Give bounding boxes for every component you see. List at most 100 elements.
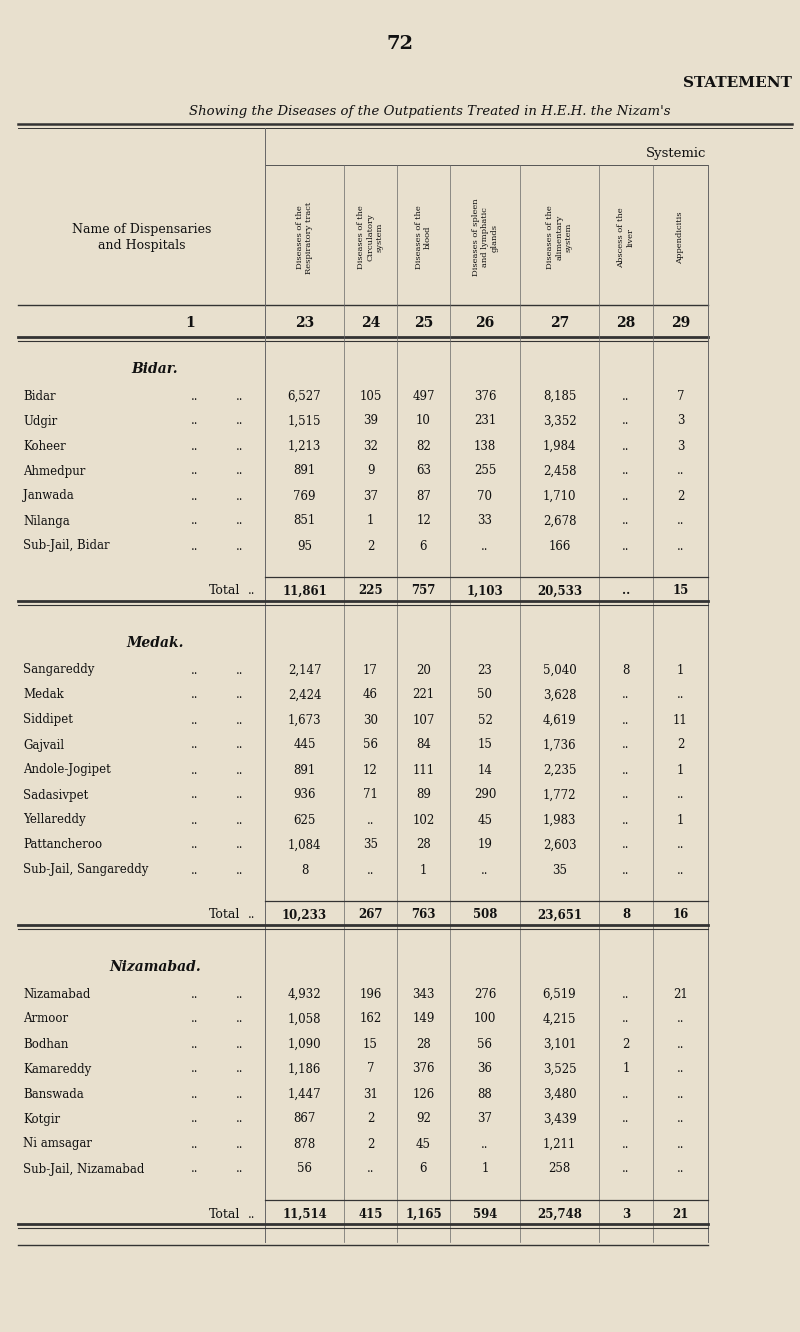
Text: 3: 3 bbox=[622, 1208, 630, 1220]
Text: Nilanga: Nilanga bbox=[23, 514, 70, 527]
Text: Total: Total bbox=[209, 1208, 240, 1220]
Text: ..: .. bbox=[677, 1012, 684, 1026]
Text: ..: .. bbox=[236, 1138, 244, 1151]
Text: 35: 35 bbox=[552, 863, 567, 876]
Text: ..: .. bbox=[191, 689, 198, 702]
Text: 28: 28 bbox=[416, 839, 431, 851]
Text: 111: 111 bbox=[413, 763, 434, 777]
Text: ..: .. bbox=[191, 789, 198, 802]
Text: ..: .. bbox=[622, 1012, 630, 1026]
Text: 100: 100 bbox=[474, 1012, 496, 1026]
Text: 50: 50 bbox=[478, 689, 493, 702]
Text: ..: .. bbox=[622, 389, 630, 402]
Text: ..: .. bbox=[248, 908, 256, 922]
Text: ..: .. bbox=[622, 763, 630, 777]
Text: 10: 10 bbox=[416, 414, 431, 428]
Text: ..: .. bbox=[236, 863, 244, 876]
Text: ..: .. bbox=[236, 738, 244, 751]
Text: ..: .. bbox=[236, 839, 244, 851]
Text: 149: 149 bbox=[412, 1012, 434, 1026]
Text: Bidar.: Bidar. bbox=[132, 362, 178, 376]
Text: ..: .. bbox=[191, 987, 198, 1000]
Text: 25: 25 bbox=[414, 316, 433, 330]
Text: ..: .. bbox=[482, 539, 489, 553]
Text: 30: 30 bbox=[363, 714, 378, 726]
Text: Pattancheroo: Pattancheroo bbox=[23, 839, 102, 851]
Text: 166: 166 bbox=[548, 539, 570, 553]
Text: Siddipet: Siddipet bbox=[23, 714, 73, 726]
Text: 26: 26 bbox=[475, 316, 494, 330]
Text: 126: 126 bbox=[412, 1087, 434, 1100]
Text: 757: 757 bbox=[411, 585, 436, 598]
Text: ..: .. bbox=[677, 1038, 684, 1051]
Text: 594: 594 bbox=[473, 1208, 497, 1220]
Text: 3,101: 3,101 bbox=[542, 1038, 576, 1051]
Text: Sub-Jail, Nizamabad: Sub-Jail, Nizamabad bbox=[23, 1163, 144, 1176]
Text: ..: .. bbox=[191, 514, 198, 527]
Text: 37: 37 bbox=[363, 489, 378, 502]
Text: Medak.: Medak. bbox=[126, 635, 184, 650]
Text: ..: .. bbox=[236, 714, 244, 726]
Text: ..: .. bbox=[622, 585, 630, 598]
Text: Sangareddy: Sangareddy bbox=[23, 663, 94, 677]
Text: 1: 1 bbox=[677, 814, 684, 826]
Text: 225: 225 bbox=[358, 585, 383, 598]
Text: Ahmedpur: Ahmedpur bbox=[23, 465, 86, 477]
Text: 6: 6 bbox=[420, 539, 427, 553]
Text: 21: 21 bbox=[672, 1208, 689, 1220]
Text: 343: 343 bbox=[412, 987, 434, 1000]
Text: 10,233: 10,233 bbox=[282, 908, 327, 922]
Text: Kamareddy: Kamareddy bbox=[23, 1063, 91, 1075]
Text: 105: 105 bbox=[359, 389, 382, 402]
Text: 851: 851 bbox=[294, 514, 316, 527]
Text: 72: 72 bbox=[386, 35, 414, 53]
Text: ..: .. bbox=[366, 863, 374, 876]
Text: ..: .. bbox=[236, 763, 244, 777]
Text: 2,424: 2,424 bbox=[288, 689, 322, 702]
Text: 1,165: 1,165 bbox=[405, 1208, 442, 1220]
Text: 2: 2 bbox=[367, 539, 374, 553]
Text: Nizamabad.: Nizamabad. bbox=[109, 960, 201, 974]
Text: ..: .. bbox=[191, 814, 198, 826]
Text: 3,439: 3,439 bbox=[542, 1112, 576, 1126]
Text: 2: 2 bbox=[367, 1112, 374, 1126]
Text: 70: 70 bbox=[478, 489, 493, 502]
Text: 12: 12 bbox=[416, 514, 431, 527]
Text: ..: .. bbox=[191, 763, 198, 777]
Text: Total: Total bbox=[209, 908, 240, 922]
Text: ..: .. bbox=[191, 465, 198, 477]
Text: ..: .. bbox=[366, 1163, 374, 1176]
Text: ..: .. bbox=[677, 1163, 684, 1176]
Text: 16: 16 bbox=[672, 908, 689, 922]
Text: ..: .. bbox=[622, 465, 630, 477]
Text: 3,628: 3,628 bbox=[542, 689, 576, 702]
Text: 1: 1 bbox=[482, 1163, 489, 1176]
Text: ..: .. bbox=[622, 514, 630, 527]
Text: 891: 891 bbox=[294, 465, 316, 477]
Text: ..: .. bbox=[622, 789, 630, 802]
Text: 1: 1 bbox=[622, 1063, 630, 1075]
Text: 2: 2 bbox=[677, 738, 684, 751]
Text: 2,147: 2,147 bbox=[288, 663, 322, 677]
Text: ..: .. bbox=[622, 489, 630, 502]
Text: 867: 867 bbox=[294, 1112, 316, 1126]
Text: 2: 2 bbox=[367, 1138, 374, 1151]
Text: 56: 56 bbox=[363, 738, 378, 751]
Text: ..: .. bbox=[236, 1038, 244, 1051]
Text: ..: .. bbox=[677, 1112, 684, 1126]
Text: ..: .. bbox=[236, 1012, 244, 1026]
Text: ..: .. bbox=[191, 1163, 198, 1176]
Text: 1: 1 bbox=[677, 763, 684, 777]
Text: ..: .. bbox=[191, 663, 198, 677]
Text: 2,458: 2,458 bbox=[542, 465, 576, 477]
Text: 5,040: 5,040 bbox=[542, 663, 576, 677]
Text: 14: 14 bbox=[478, 763, 493, 777]
Text: 87: 87 bbox=[416, 489, 431, 502]
Text: 1,211: 1,211 bbox=[543, 1138, 576, 1151]
Text: ..: .. bbox=[191, 489, 198, 502]
Text: Showing the Diseases of the Outpatients Treated in H.E.H. the Nizam's: Showing the Diseases of the Outpatients … bbox=[190, 105, 670, 119]
Text: 24: 24 bbox=[361, 316, 380, 330]
Text: 37: 37 bbox=[478, 1112, 493, 1126]
Text: Koheer: Koheer bbox=[23, 440, 66, 453]
Text: 1: 1 bbox=[367, 514, 374, 527]
